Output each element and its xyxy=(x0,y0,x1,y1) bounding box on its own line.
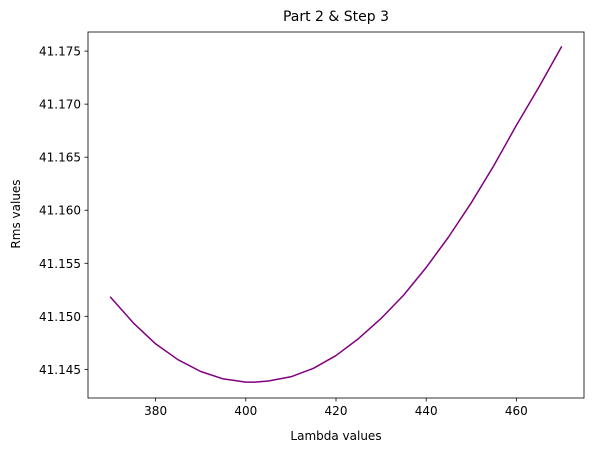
y-tick-label: 41.150 xyxy=(39,310,81,324)
y-tick-label: 41.175 xyxy=(39,45,81,59)
y-tick-label: 41.145 xyxy=(39,363,81,377)
x-axis-label: Lambda values xyxy=(290,429,381,443)
y-tick-label: 41.170 xyxy=(39,98,81,112)
series-line-0 xyxy=(109,46,563,383)
x-tick-label: 420 xyxy=(325,404,348,418)
y-tick-label: 41.155 xyxy=(39,257,81,271)
chart-title: Part 2 & Step 3 xyxy=(283,9,389,25)
y-axis-label: Rms values xyxy=(9,179,23,248)
y-tick-label: 41.165 xyxy=(39,151,81,165)
x-tick-label: 380 xyxy=(144,404,167,418)
y-axis: 41.145 41.150 41.155 41.160 41.165 41.170 41.1… xyxy=(39,45,88,377)
x-tick-label: 400 xyxy=(234,404,257,418)
x-axis: 380 400 420 440 460 xyxy=(144,398,528,418)
plot-frame xyxy=(87,31,585,399)
x-tick-label: 440 xyxy=(415,404,438,418)
x-tick-label: 460 xyxy=(505,404,528,418)
plot-area xyxy=(87,31,585,399)
y-tick-label: 41.160 xyxy=(39,204,81,218)
